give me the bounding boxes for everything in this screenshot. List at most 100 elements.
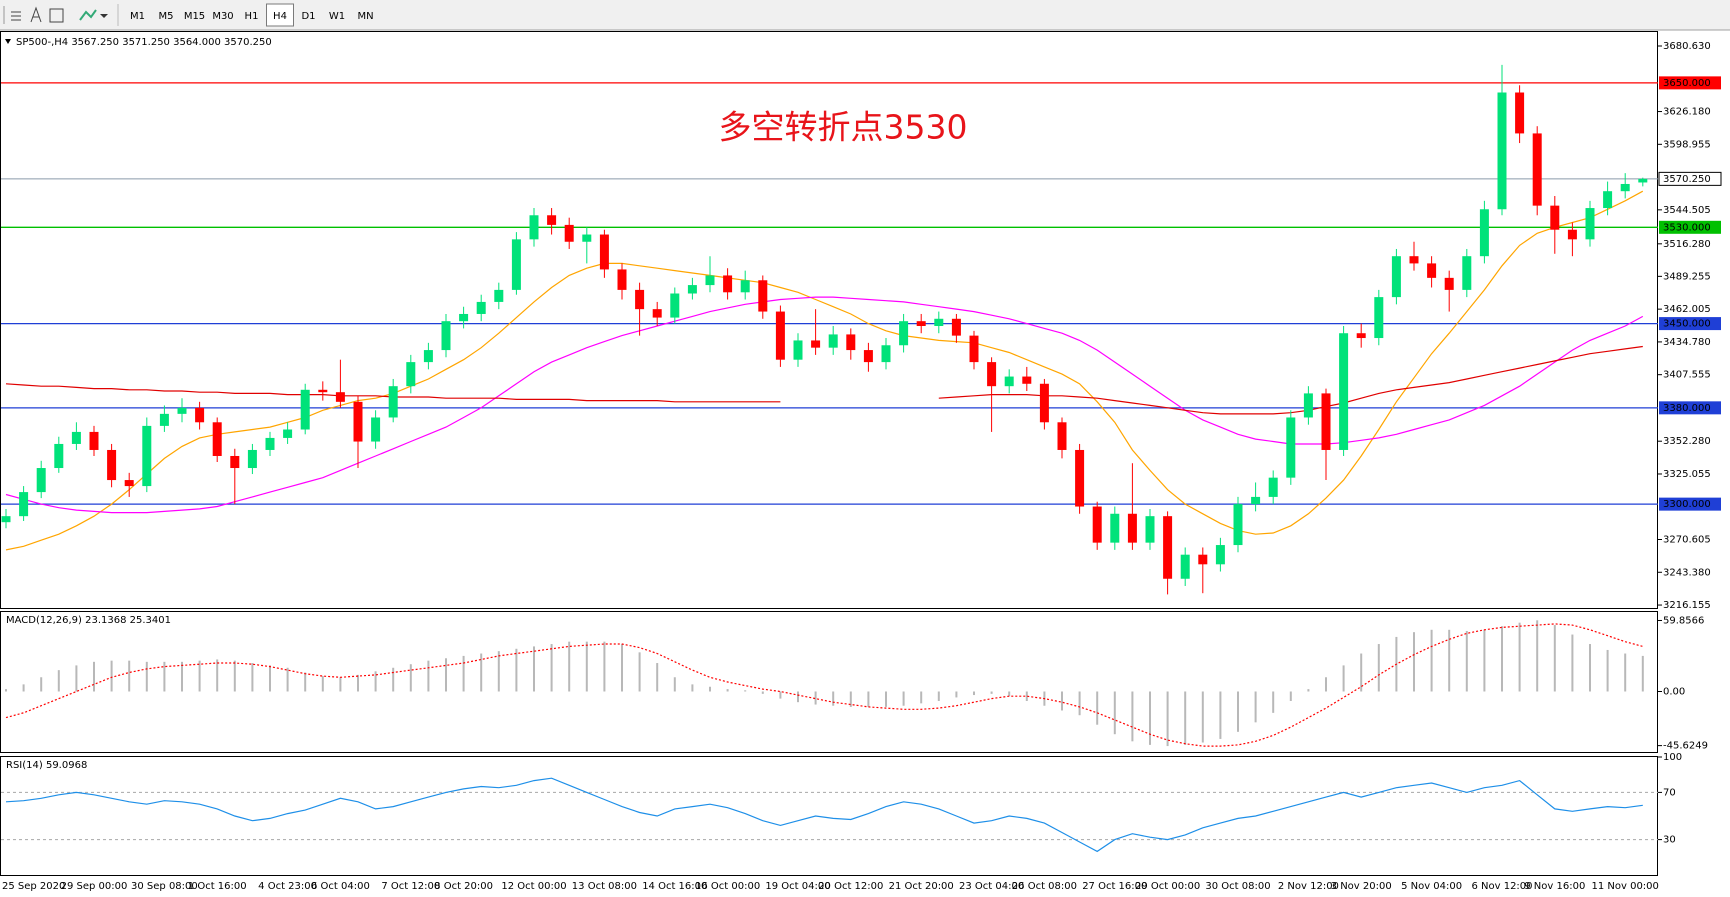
candle-body <box>1286 417 1296 478</box>
histogram-bar <box>955 691 958 698</box>
candle-body <box>1145 516 1155 543</box>
candle-body <box>1374 297 1384 339</box>
candle-body <box>1303 393 1313 418</box>
candle-body <box>177 407 187 414</box>
timeframe-label[interactable]: M5 <box>159 11 174 22</box>
histogram-bar <box>1571 634 1574 692</box>
histogram-bar <box>990 691 993 694</box>
candle-body <box>881 345 891 363</box>
timeframe-label[interactable]: D1 <box>301 11 315 22</box>
price-level-label: 3300.000 <box>1663 499 1711 510</box>
collapse-marker <box>5 39 11 44</box>
candle-body <box>459 313 469 322</box>
x-tick-label: 12 Oct 00:00 <box>501 881 566 892</box>
text-icon[interactable] <box>30 6 42 23</box>
histogram-bar <box>1325 677 1327 692</box>
candle-body <box>423 350 433 363</box>
candle-body <box>951 318 961 336</box>
y-tick-label: 3407.555 <box>1663 370 1711 381</box>
x-tick-label: 14 Oct 16:00 <box>642 881 707 892</box>
candle-body <box>54 443 64 469</box>
histogram-bar <box>163 661 166 692</box>
candle-body <box>124 480 134 487</box>
histogram-bar <box>93 661 95 692</box>
histogram-bar <box>515 648 518 692</box>
histogram-bar <box>497 651 500 692</box>
y-tick-label: 3489.255 <box>1663 271 1711 282</box>
timeframe-button[interactable] <box>323 4 351 26</box>
shapes-icon[interactable] <box>79 9 97 21</box>
x-tick-label: 6 Oct 04:00 <box>311 881 370 892</box>
histogram-bar <box>621 644 623 692</box>
dropdown-icon[interactable] <box>100 14 108 18</box>
histogram-bar <box>902 691 905 706</box>
price-level-label: 3650.000 <box>1663 78 1711 89</box>
timeframe-label[interactable]: H4 <box>273 11 287 22</box>
timeframe-label[interactable]: M30 <box>212 11 233 22</box>
histogram-bar <box>937 691 940 701</box>
x-tick-label: 21 Oct 20:00 <box>889 881 954 892</box>
y-tick-label: -45.6249 <box>1663 741 1708 752</box>
candle-body <box>987 362 997 387</box>
x-tick-label: 6 Nov 12:00 <box>1471 881 1532 892</box>
candle-body <box>775 311 785 360</box>
timeframe-button[interactable] <box>124 4 151 26</box>
candle-body <box>899 321 909 346</box>
x-tick-label: 19 Oct 04:00 <box>765 881 830 892</box>
timeframe-button[interactable] <box>209 4 237 26</box>
moving-average <box>5 296 1644 514</box>
candle-body <box>71 431 81 444</box>
candle-body <box>1022 376 1032 384</box>
x-tick-label: 2 Nov 12:00 <box>1278 881 1339 892</box>
histogram-bar <box>550 644 553 692</box>
moving-average <box>5 345 1643 415</box>
candle-body <box>1391 256 1401 298</box>
histogram-bar <box>867 691 870 707</box>
lines-icon[interactable] <box>11 11 21 21</box>
chart-title: SP500-,H4 3567.250 3571.250 3564.000 357… <box>16 37 272 48</box>
candle-body <box>1215 545 1225 565</box>
x-tick-label: 13 Oct 08:00 <box>572 881 637 892</box>
timeframe-label[interactable]: MN <box>357 11 373 22</box>
candle-body <box>1039 383 1049 423</box>
histogram-bar <box>1553 625 1556 692</box>
timeframe-button[interactable] <box>266 3 294 27</box>
price-level-tag <box>1659 317 1721 331</box>
timeframe-label[interactable]: M1 <box>130 11 145 22</box>
histogram-bar <box>832 691 835 706</box>
candle-body <box>511 239 521 290</box>
candle-body <box>335 392 345 402</box>
candle-body <box>476 301 486 314</box>
timeframe-button[interactable] <box>152 4 180 26</box>
timeframe-button[interactable] <box>352 4 379 26</box>
timeframe-label[interactable]: W1 <box>329 11 345 22</box>
y-tick-label: 70 <box>1663 787 1676 798</box>
candle-body <box>1638 178 1648 183</box>
candle-body <box>247 449 257 469</box>
timeframe-label[interactable]: M15 <box>184 11 205 22</box>
histogram-bar <box>1149 691 1151 745</box>
timeframe-button[interactable] <box>181 4 208 26</box>
timeframe-label[interactable]: H1 <box>245 11 259 22</box>
timeframe-button[interactable] <box>295 4 322 26</box>
candle-body <box>318 389 328 393</box>
histogram-bar <box>462 655 465 692</box>
candle-body <box>1092 506 1102 543</box>
candle-body <box>1127 513 1137 543</box>
histogram-bar <box>269 665 271 692</box>
candle-body <box>1180 554 1190 579</box>
candle-body <box>1409 256 1419 264</box>
histogram-bar <box>779 691 782 699</box>
label-icon[interactable] <box>49 8 64 23</box>
histogram-bar <box>1113 691 1116 735</box>
histogram-bar <box>973 691 975 696</box>
histogram-bar <box>409 664 412 692</box>
timeframe-button[interactable] <box>238 4 265 26</box>
candle-body <box>670 293 680 318</box>
x-tick-label: 29 Oct 00:00 <box>1135 881 1200 892</box>
candle-body <box>1251 496 1261 505</box>
histogram-bar <box>1483 629 1486 692</box>
x-tick-label: 30 Sep 08:00 <box>131 881 198 892</box>
histogram-bar <box>726 689 729 692</box>
tool-icons[interactable] <box>3 4 119 26</box>
